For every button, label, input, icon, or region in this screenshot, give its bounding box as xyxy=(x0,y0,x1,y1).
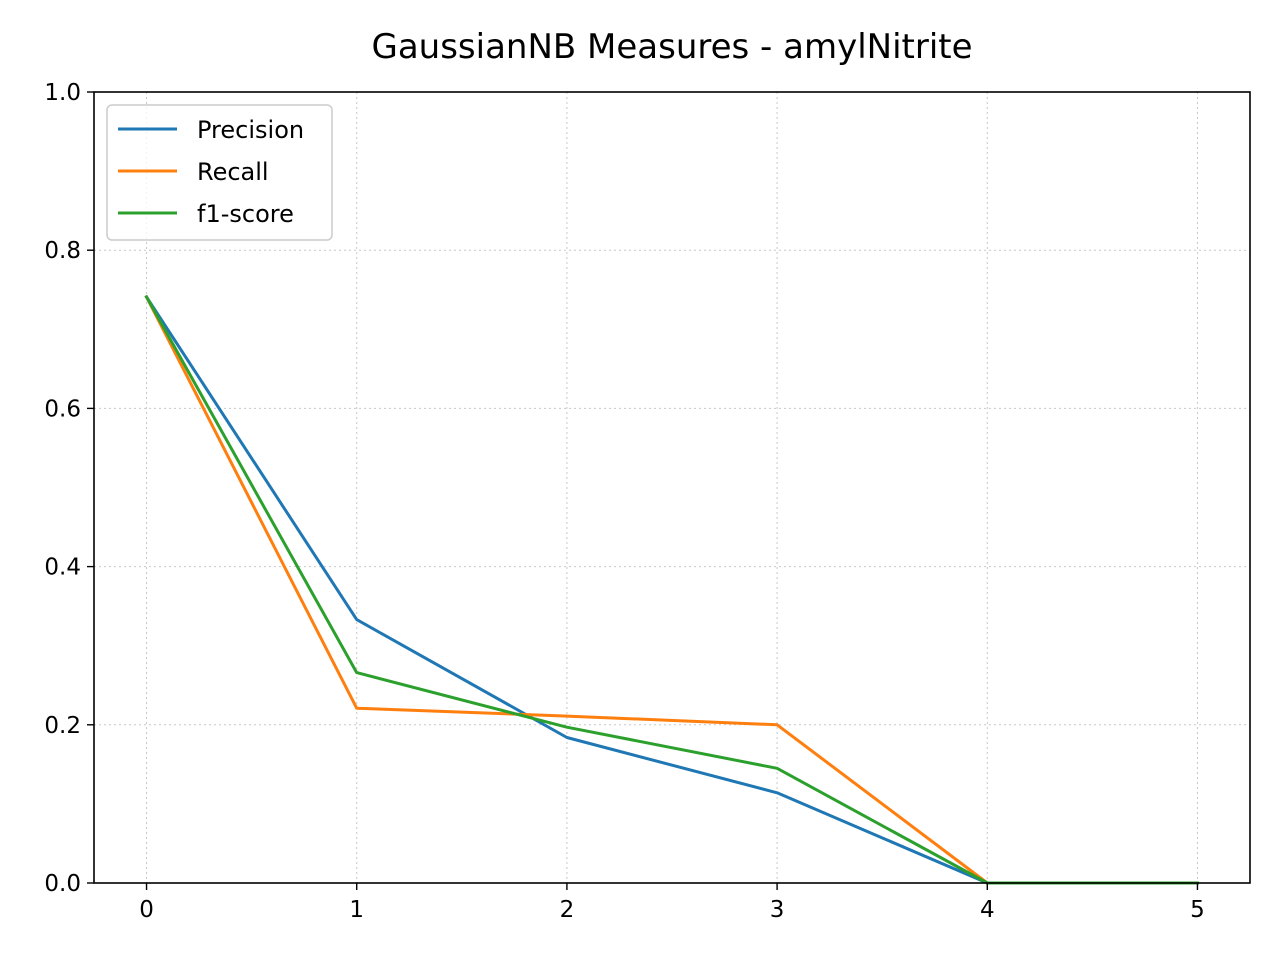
x-tick-label: 2 xyxy=(560,897,575,923)
legend-label: Precision xyxy=(197,116,304,144)
series-lines xyxy=(144,294,1199,885)
legend-label: f1-score xyxy=(197,200,294,228)
series-line-precision xyxy=(144,294,1199,885)
y-tick-label: 0.8 xyxy=(44,238,81,264)
x-tick-label: 5 xyxy=(1190,897,1205,923)
y-axis: 0.0 0.2 0.4 0.6 0.8 1.0 xyxy=(44,80,94,897)
series-line-recall xyxy=(144,294,1199,885)
y-tick-label: 0.6 xyxy=(44,396,81,422)
legend: Precision Recall f1-score xyxy=(106,104,333,241)
y-tick-label: 0.0 xyxy=(44,871,81,897)
grid xyxy=(94,91,1250,884)
x-tick-label: 4 xyxy=(980,897,995,923)
series-line-f1-score xyxy=(144,294,1199,885)
legend-label: Recall xyxy=(197,158,269,186)
legend-box xyxy=(106,104,333,241)
plot-area-frame xyxy=(93,91,1251,884)
y-tick-label: 0.4 xyxy=(44,555,81,581)
chart-title: GaussianNB Measures - amylNitrite xyxy=(371,27,972,67)
x-tick-label: 3 xyxy=(770,897,785,923)
x-tick-label: 1 xyxy=(349,897,364,923)
x-tick-label: 0 xyxy=(139,897,154,923)
y-tick-label: 0.2 xyxy=(44,713,81,739)
x-axis: 0 1 2 3 4 5 xyxy=(139,883,1205,923)
y-tick-label: 1.0 xyxy=(44,80,81,106)
